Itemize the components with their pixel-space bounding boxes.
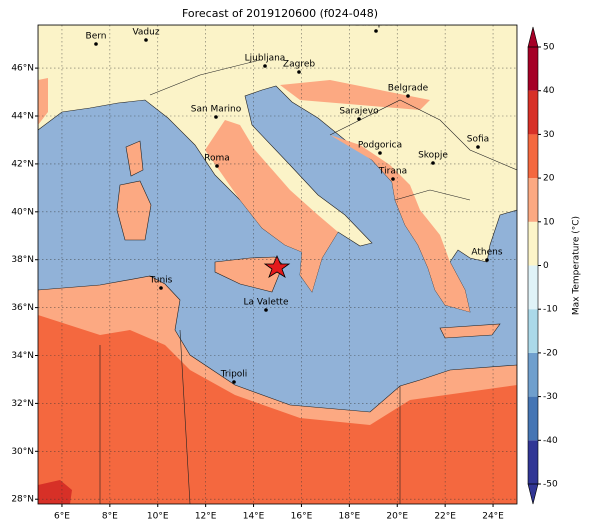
y-tick-label: 40°N [11,207,34,217]
y-tick-label: 32°N [11,399,34,409]
city-dot [94,42,98,46]
colorbar-tick-label: 0 [543,261,549,271]
sardinia [116,180,152,241]
x-tick-label: 22°E [434,512,456,522]
colorbar-segment [528,47,538,91]
colorbar-segment [528,309,538,353]
crete [439,323,501,339]
star [263,255,291,278]
city-label: Tirana [378,167,407,177]
sicily [214,256,284,293]
y-tick-label: 38°N [11,255,34,265]
city-dot [485,258,489,262]
colorbar-extend-low [527,483,539,505]
city-label: Vaduz [132,28,159,38]
balkan-warm [330,135,470,312]
africa-hotter [38,480,72,504]
x-tick-label: 8°E [102,512,118,522]
city-dot [476,145,480,149]
city-dot [391,177,395,181]
y-tick-label: 34°N [11,351,34,361]
y-tick-label: 46°N [11,64,34,74]
y-tick-label: 30°N [11,447,34,457]
city-label: Belgrade [388,84,429,94]
city-label: Tunis [149,276,173,286]
city-label: La Valette [244,298,289,308]
x-tick-label: 18°E [339,512,361,522]
colorbar-tick-label: -10 [543,305,558,315]
city-label: Sarajevo [339,107,379,117]
colorbar-segment [528,221,538,266]
city-label: Ljubljana [245,54,286,64]
city-dot [264,308,268,312]
x-tick-label: 6°E [54,512,70,522]
country-borders [99,59,517,504]
city-dot [144,38,148,42]
x-tick-label: 10°E [147,512,169,522]
x-tick-label: 14°E [243,512,265,522]
colorbar-tick-label: -30 [543,392,558,402]
city-label: Tripoli [220,370,248,380]
colorbar-segment [528,90,538,135]
colorbar-tick-label: 10 [543,217,555,227]
north-warm [280,80,430,110]
x-tick-label: 16°E [291,512,313,522]
city-dot [215,164,219,168]
city-dot [357,117,361,121]
city-dot [159,286,163,290]
city-label: Roma [204,154,230,164]
city-label: Podgorica [358,141,402,151]
colorbar-segment [528,440,538,484]
city-dot [374,29,378,33]
y-tick-label: 44°N [11,112,34,122]
city-label: Sofia [467,135,489,145]
colorbar-segment [528,352,538,397]
west-warm [38,78,48,125]
city-label: Bern [86,32,107,42]
city-dot [378,151,382,155]
city-label: San Marino [191,105,242,115]
colorbar-label: Max Temperature (°C) [572,216,582,315]
italy-warm [205,120,338,292]
x-tick-label: 12°E [195,512,217,522]
city-dot [406,94,410,98]
city-dot [297,70,301,74]
city-dot [263,64,267,68]
colorbar-tick-label: 50 [543,43,555,53]
city-label: Budapest [355,19,398,29]
colorbar-segment [528,134,538,179]
colorbar-tick-label: -50 [543,480,558,490]
colorbar-tick-label: 20 [543,174,555,184]
colorbar: -50 -40 -30 -20 -10 0 10 20 30 40 50 Max Temperatur… [527,26,582,505]
y-tick-label: 36°N [11,303,34,313]
y-tick-label: 42°N [11,159,34,169]
axes: 6°E 8°E 10°E 12°E 14°E 16°E 18°E 20°E 22°E 24°E 28… [11,64,504,522]
colorbar-tick-label: 30 [543,130,555,140]
x-tick-label: 24°E [482,512,504,522]
colorbar-segment [528,265,538,310]
city-dot [232,380,236,384]
city-dot [214,115,218,119]
map-frame [37,24,518,505]
colorbar-tick-label: 40 [543,86,555,96]
city-label: Zagreb [283,60,315,70]
city-dot [431,161,435,165]
city-label: Skopje [418,151,448,161]
colorbar-tick-label: -40 [543,436,558,446]
corsica [125,140,144,177]
colorbar-segment [528,396,538,441]
title: Forecast of 2019120600 (f024-048) [182,7,378,20]
colorbar-extend-high [527,26,539,48]
colorbar-segment [528,178,538,222]
colorbar-tick-label: -20 [543,348,558,358]
y-tick-label: 28°N [11,495,34,505]
x-tick-label: 20°E [386,512,408,522]
city-label: Athens [471,248,502,258]
